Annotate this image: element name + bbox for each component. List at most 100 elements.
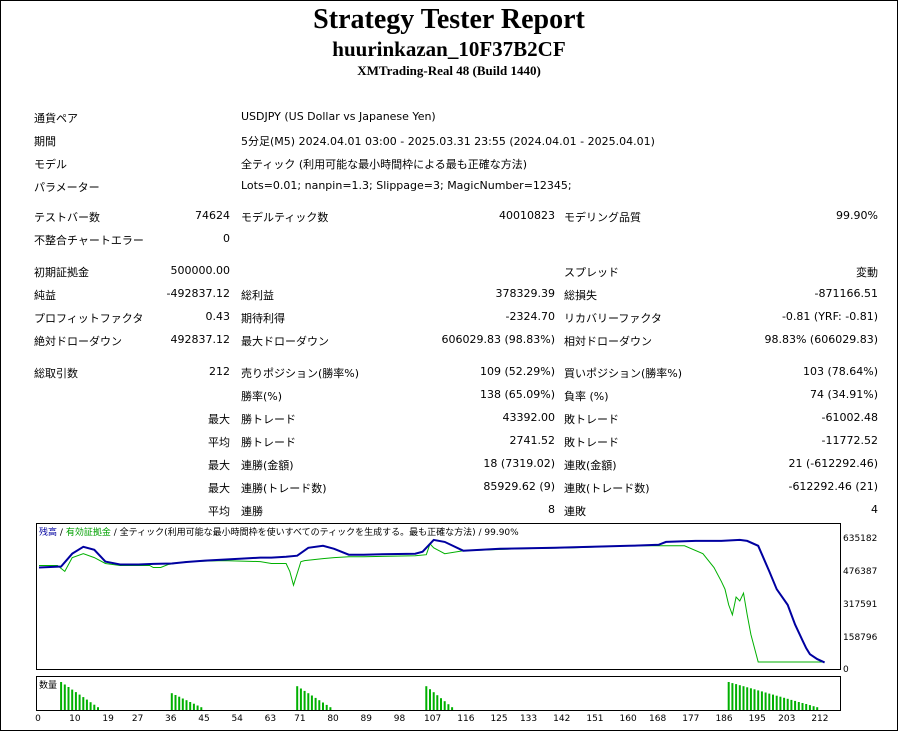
stat-value: -612292.46 (21) bbox=[788, 480, 878, 493]
setting-label: 期間 bbox=[34, 135, 56, 148]
stat-value: 40010823 bbox=[499, 209, 555, 222]
volume-bar bbox=[816, 707, 819, 710]
stat-label: 買いポジション(勝率%) bbox=[564, 367, 683, 380]
stat-value: 0.43 bbox=[205, 310, 231, 323]
stat-value: 500000.00 bbox=[170, 264, 231, 277]
volume-label: 数量 bbox=[39, 681, 58, 691]
stat-value: 74 (34.91%) bbox=[809, 388, 878, 401]
stat-value: 492837.12 bbox=[170, 333, 231, 346]
stat-label: 総取引数 bbox=[34, 367, 78, 380]
legend-sep: / bbox=[59, 528, 63, 538]
x-tick-label: 177 bbox=[682, 714, 700, 724]
stat-label: モデルティック数 bbox=[241, 211, 329, 224]
volume-bar bbox=[764, 692, 767, 710]
volume-bar bbox=[181, 698, 184, 710]
volume-bar bbox=[772, 694, 774, 710]
x-tick-label: 142 bbox=[553, 714, 571, 724]
stat-value: 43392.00 bbox=[502, 411, 556, 424]
volume-bar bbox=[200, 707, 203, 710]
stat-label: 敗トレード bbox=[564, 413, 619, 426]
stat-value: -0.81 (YRF: -0.81) bbox=[781, 310, 878, 323]
volume-bar bbox=[790, 699, 793, 710]
volume-bar bbox=[447, 704, 450, 710]
volume-bar bbox=[196, 705, 199, 710]
volume-bar bbox=[440, 698, 442, 710]
volume-bar bbox=[299, 688, 302, 710]
volume-bar bbox=[63, 684, 66, 710]
volume-bar bbox=[185, 700, 188, 710]
stat-label: 相対ドローダウン bbox=[564, 335, 652, 348]
volume-bar bbox=[67, 687, 70, 710]
x-tick-label: 63 bbox=[264, 714, 277, 724]
stat-value: 138 (65.09%) bbox=[479, 388, 555, 401]
stat-value: 変動 bbox=[856, 266, 878, 279]
y-tick-label: 317591 bbox=[843, 600, 878, 610]
volume-bar bbox=[443, 701, 446, 710]
volume-bar bbox=[71, 689, 74, 710]
stat-value: -492837.12 bbox=[166, 287, 230, 300]
x-tick-label: 19 bbox=[102, 714, 114, 724]
volume-bar bbox=[178, 696, 181, 710]
stat-prefix: 最大 bbox=[208, 482, 230, 495]
stat-value: -871166.51 bbox=[814, 287, 878, 300]
volume-bar bbox=[808, 705, 811, 710]
volume-bar bbox=[746, 687, 749, 710]
stat-prefix: 最大 bbox=[208, 413, 230, 426]
setting-label: 通貨ペア bbox=[34, 112, 78, 125]
x-tick-label: 45 bbox=[198, 714, 210, 724]
stat-value: 212 bbox=[209, 365, 230, 378]
stat-value: 21 (-612292.46) bbox=[788, 457, 878, 470]
stat-label: リカバリーファクタ bbox=[564, 312, 662, 325]
volume-bar bbox=[786, 698, 789, 710]
stat-value: 85929.62 (9) bbox=[483, 480, 555, 493]
x-tick-label: 71 bbox=[294, 714, 306, 724]
stat-label: 絶対ドローダウン bbox=[34, 335, 122, 348]
stat-label: 売りポジション(勝率%) bbox=[241, 367, 360, 380]
equity-line bbox=[39, 542, 825, 663]
server-info: XMTrading-Real 48 (Build 1440) bbox=[357, 63, 541, 78]
stat-label: 連勝(トレード数) bbox=[241, 482, 327, 495]
volume-bar bbox=[189, 702, 192, 710]
volume-bar bbox=[318, 700, 321, 710]
stat-label: 初期証拠金 bbox=[34, 266, 89, 279]
x-tick-label: 54 bbox=[231, 714, 243, 724]
y-tick-label: 158796 bbox=[843, 633, 878, 643]
stat-value: 18 (7319.02) bbox=[483, 457, 555, 470]
legend-equity: 有効証拠金 bbox=[65, 528, 111, 538]
volume-bar bbox=[760, 691, 763, 710]
volume-bar bbox=[296, 686, 299, 710]
x-tick-label: 89 bbox=[360, 714, 372, 724]
setting-value: 全ティック (利用可能な最小時間枠による最も正確な方法) bbox=[241, 158, 528, 171]
legend-description: 全ティック(利用可能な最小時間枠を使いすべてのティックを生成する。最も正確な方法… bbox=[119, 528, 476, 538]
volume-bar bbox=[783, 697, 786, 710]
x-tick-label: 133 bbox=[519, 714, 538, 724]
stat-label: 連敗(トレード数) bbox=[564, 482, 650, 495]
setting-value: USDJPY (US Dollar vs Japanese Yen) bbox=[241, 110, 436, 123]
x-tick-label: 107 bbox=[424, 714, 442, 724]
stat-label: 連勝(金額) bbox=[241, 459, 294, 472]
stat-label: 総利益 bbox=[241, 289, 274, 302]
stat-label: 不整合チャートエラー bbox=[34, 234, 144, 247]
x-tick-label: 98 bbox=[393, 714, 406, 724]
volume-bar bbox=[742, 686, 745, 710]
y-tick-label: 635182 bbox=[843, 534, 878, 544]
legend-quality: 99.90% bbox=[484, 528, 519, 538]
volume-bar bbox=[89, 702, 92, 710]
stat-value: 99.90% bbox=[836, 209, 878, 222]
stat-prefix: 平均 bbox=[208, 436, 230, 449]
x-tick-label: 212 bbox=[811, 714, 829, 724]
setting-value: Lots=0.01; nanpin=1.3; Slippage=3; Magic… bbox=[241, 179, 572, 192]
volume-bar bbox=[310, 695, 313, 710]
volume-bar bbox=[451, 707, 454, 710]
volume-bar bbox=[775, 695, 778, 710]
stat-label: 勝トレード bbox=[241, 413, 296, 426]
y-tick-label: 476387 bbox=[843, 567, 878, 577]
volume-bar bbox=[192, 703, 195, 710]
stat-label: 連勝 bbox=[241, 505, 263, 518]
stat-value: 98.83% (606029.83) bbox=[764, 333, 878, 346]
stat-label: 最大ドローダウン bbox=[241, 335, 329, 348]
stat-value: -11772.52 bbox=[821, 434, 878, 447]
y-tick-label: 0 bbox=[843, 665, 849, 675]
x-tick-label: 27 bbox=[131, 714, 144, 724]
volume-bar bbox=[322, 702, 324, 710]
